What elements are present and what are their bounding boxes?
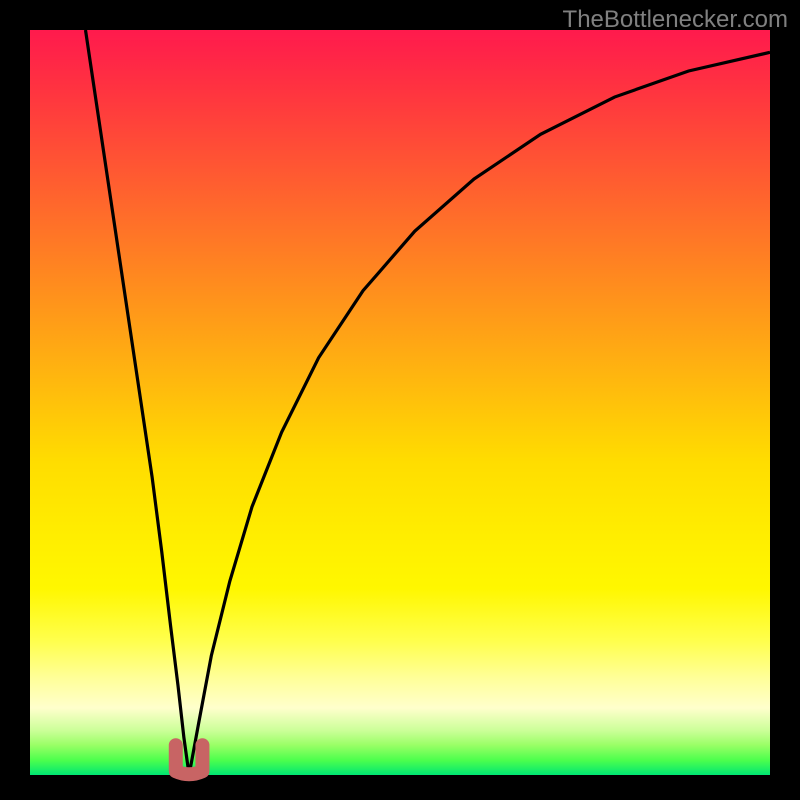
curve-overlay: [0, 0, 800, 800]
marker-notch: [176, 745, 203, 774]
chart-container: TheBottlenecker.com: [0, 0, 800, 800]
watermark-text: TheBottlenecker.com: [563, 6, 788, 34]
bottleneck-curve: [86, 30, 771, 775]
